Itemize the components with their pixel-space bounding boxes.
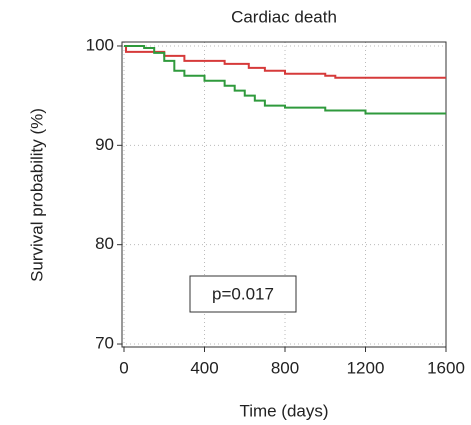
y-tick-label: 70 bbox=[95, 334, 114, 353]
x-tick-label: 400 bbox=[190, 358, 218, 377]
x-tick-label: 0 bbox=[119, 358, 128, 377]
y-tick-label: 80 bbox=[95, 234, 114, 253]
x-tick-label: 1600 bbox=[427, 358, 465, 377]
plot-frame bbox=[121, 41, 447, 348]
x-axis-label: Time (days) bbox=[239, 401, 328, 420]
annotation-box bbox=[189, 275, 297, 313]
x-tick-label: 1200 bbox=[347, 358, 385, 377]
x-tick-label: 800 bbox=[271, 358, 299, 377]
y-tick-label: 90 bbox=[95, 135, 114, 154]
y-axis-label: Survival probability (%) bbox=[27, 108, 46, 282]
chart-title: Cardiac death bbox=[231, 7, 337, 26]
y-tick-label: 100 bbox=[86, 35, 114, 54]
annotation: p=0.017 bbox=[212, 284, 274, 303]
survival-curve bbox=[124, 44, 446, 115]
